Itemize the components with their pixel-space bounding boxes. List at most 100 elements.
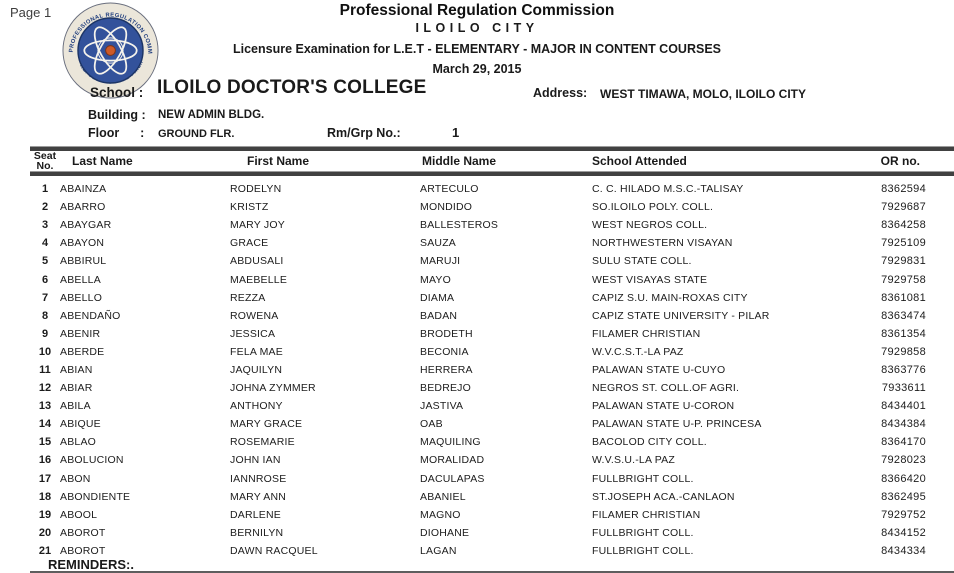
middle-name-cell: LAGAN [420, 544, 457, 557]
seat-no-cell: 11 [39, 363, 51, 376]
first-name-cell: IANNROSE [230, 472, 287, 485]
seat-no-cell: 1 [41, 183, 49, 196]
seat-no-cell: 17 [38, 472, 52, 485]
table-row: 3 ABAYGAR MARY JOY BALLESTEROS WEST NEGR… [30, 216, 954, 234]
middle-name-cell: MARUJI [420, 255, 461, 268]
middle-name-cell: BEDREJO [420, 382, 471, 395]
room-group-label: Rm/Grp No.: [327, 126, 401, 140]
or-no-cell: 7929752 [881, 508, 926, 521]
table-row: 1 ABAINZA RODELYN ARTECULO C. C. HILADO … [30, 180, 954, 198]
middle-name-cell: ABANIEL [420, 490, 466, 503]
middle-name-cell: JASTIVA [420, 400, 464, 413]
table-row: 4 ABAYON GRACE SAUZA NORTHWESTERN VISAYA… [30, 234, 954, 252]
last-name-cell: ABLAO [60, 436, 97, 449]
or-no-cell: 8362594 [881, 183, 926, 196]
column-header-school-attended: School Attended [592, 153, 687, 168]
seat-no-cell: 16 [38, 454, 52, 467]
first-name-cell: MAEBELLE [230, 273, 288, 286]
room-group-value: 1 [452, 125, 460, 140]
address-label: Address: [533, 86, 588, 100]
table-row: 19 ABOOL DARLENE MAGNO FILAMER CHRISTIAN… [30, 506, 954, 524]
seat-no-cell: 6 [41, 273, 49, 286]
middle-name-cell: BRODETH [420, 327, 473, 340]
school-attended-cell: PALAWAN STATE U-CUYO [592, 363, 726, 376]
table-row: 9 ABENIR JESSICA BRODETH FILAMER CHRISTI… [30, 325, 954, 343]
document-header: Professional Regulation Commission ILOIL… [0, 2, 954, 76]
building-value: NEW ADMIN BLDG. [158, 109, 265, 121]
seat-no-cell: 20 [38, 526, 52, 539]
table-header-bottom-rule [30, 171, 954, 176]
examinee-table-body: 1 ABAINZA RODELYN ARTECULO C. C. HILADO … [30, 180, 954, 560]
first-name-cell: MARY ANN [230, 490, 287, 503]
reminders-heading: REMINDERS:. [48, 557, 134, 572]
middle-name-cell: MAYO [420, 273, 451, 286]
school-attended-cell: PALAWAN STATE U-P. PRINCESA [592, 418, 762, 431]
school-attended-cell: BACOLOD CITY COLL. [592, 436, 707, 449]
school-attended-cell: FULLBRIGHT COLL. [592, 472, 694, 485]
table-row: 21 ABOROT DAWN RACQUEL LAGAN FULLBRIGHT … [30, 542, 954, 560]
table-row: 20 ABOROT BERNILYN DIOHANE FULLBRIGHT CO… [30, 524, 954, 542]
last-name-cell: ABAYON [60, 237, 105, 250]
table-row: 7 ABELLO REZZA DIAMA CAPIZ S.U. MAIN-ROX… [30, 289, 954, 307]
last-name-cell: ABOROT [60, 544, 106, 557]
last-name-cell: ABIAR [60, 382, 93, 395]
or-no-cell: 7933611 [881, 382, 926, 395]
table-top-rule [30, 146, 954, 151]
school-attended-cell: NORTHWESTERN VISAYAN [592, 237, 733, 250]
middle-name-cell: BADAN [420, 309, 458, 322]
last-name-cell: ABOLUCION [60, 454, 124, 467]
or-no-cell: 8363474 [881, 309, 926, 322]
or-no-cell: 8434334 [881, 544, 926, 557]
middle-name-cell: MORALIDAD [420, 454, 485, 467]
first-name-cell: JESSICA [230, 327, 276, 340]
school-attended-cell: SULU STATE COLL. [592, 255, 692, 268]
or-no-cell: 8364258 [881, 219, 926, 232]
or-no-cell: 8362495 [881, 490, 926, 503]
seat-no-cell: 3 [41, 219, 49, 232]
school-attended-cell: SO.ILOILO POLY. COLL. [592, 201, 714, 214]
first-name-cell: ROSEMARIE [230, 436, 295, 449]
seat-no-cell: 19 [38, 508, 52, 521]
school-attended-cell: NEGROS ST. COLL.OF AGRI. [592, 382, 740, 395]
seat-no-cell: 14 [38, 418, 52, 431]
or-no-cell: 8361354 [881, 327, 926, 340]
school-attended-cell: FULLBRIGHT COLL. [592, 526, 694, 539]
exam-title: Licensure Examination for L.E.T - ELEMEN… [232, 42, 721, 56]
first-name-cell: JOHN IAN [230, 454, 281, 467]
seat-no-cell: 10 [38, 345, 52, 358]
school-attended-cell: WEST VISAYAS STATE [592, 273, 708, 286]
building-label: Building : [88, 108, 146, 122]
or-no-cell: 7929758 [881, 273, 926, 286]
table-header-row: Seat No. Last Name First Name Middle Nam… [30, 150, 954, 171]
bottom-rule [30, 571, 954, 573]
middle-name-cell: HERRERA [420, 363, 473, 376]
floor-value: GROUND FLR. [158, 128, 235, 140]
seat-no-cell: 7 [41, 291, 49, 304]
school-attended-cell: CAPIZ STATE UNIVERSITY - PILAR [592, 309, 770, 322]
address-value: WEST TIMAWA, MOLO, ILOILO CITY [600, 87, 806, 101]
middle-name-cell: MAGNO [420, 508, 461, 521]
last-name-cell: ABBIRUL [60, 255, 107, 268]
org-title: Professional Regulation Commission [339, 2, 615, 19]
first-name-cell: ANTHONY [230, 400, 283, 413]
exam-date: March 29, 2015 [432, 62, 522, 76]
last-name-cell: ABENIR [60, 327, 101, 340]
seat-no-cell: 9 [41, 327, 49, 340]
seat-no-cell: 2 [41, 201, 49, 214]
prc-seal-logo: PROFESSIONAL REGULATION COMMISSION REPUB… [60, 0, 159, 99]
first-name-cell: REZZA [230, 291, 266, 304]
last-name-cell: ABIQUE [60, 418, 101, 431]
prc-seal-icon: PROFESSIONAL REGULATION COMMISSION REPUB… [60, 0, 159, 99]
school-attended-cell: CAPIZ S.U. MAIN-ROXAS CITY [592, 291, 748, 304]
middle-name-cell: BECONIA [420, 345, 469, 358]
middle-name-cell: DACULAPAS [420, 472, 485, 485]
last-name-cell: ABILA [60, 400, 91, 413]
middle-name-cell: MAQUILING [420, 436, 481, 449]
school-attended-cell: WEST NEGROS COLL. [592, 219, 708, 232]
last-name-cell: ABIAN [60, 363, 93, 376]
middle-name-cell: ARTECULO [420, 183, 479, 196]
column-header-middle-name: Middle Name [422, 153, 497, 168]
seat-no-cell: 5 [41, 255, 49, 268]
middle-name-cell: SAUZA [420, 237, 457, 250]
